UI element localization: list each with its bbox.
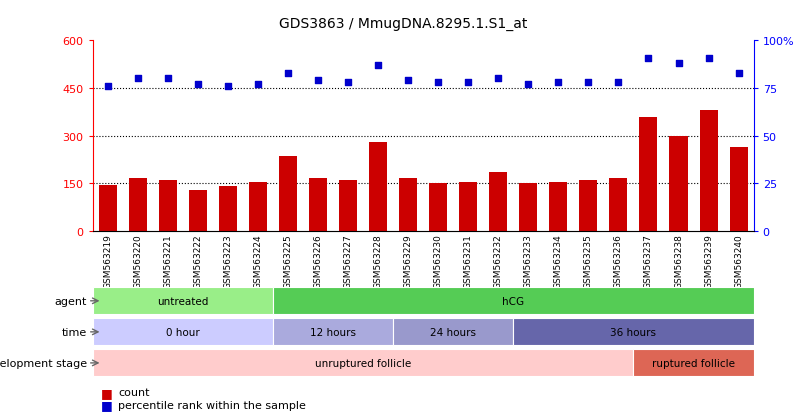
Point [312,78,325,85]
Bar [98,185,117,231]
Bar [369,142,387,231]
Point [222,83,235,90]
Bar [513,319,754,345]
Text: count: count [118,387,150,397]
Bar [729,147,748,231]
Text: hCG: hCG [502,296,525,306]
Bar [279,157,297,231]
Bar [459,182,477,231]
Bar [639,117,658,231]
Text: time: time [62,327,87,337]
Bar [249,182,267,231]
Point [432,80,445,86]
Bar [129,179,147,231]
Point [131,76,144,83]
Text: 24 hours: 24 hours [430,327,476,337]
Point [281,70,294,77]
Text: ruptured follicle: ruptured follicle [652,358,735,368]
Text: untreated: untreated [157,296,209,306]
Text: 36 hours: 36 hours [610,327,656,337]
Text: ■: ■ [101,386,117,399]
Text: GDS3863 / MmugDNA.8295.1.S1_at: GDS3863 / MmugDNA.8295.1.S1_at [279,17,527,31]
Point [191,82,204,88]
Text: percentile rank within the sample: percentile rank within the sample [118,400,306,410]
Bar [519,184,538,231]
Bar [219,187,237,231]
Bar [189,190,207,231]
Bar [550,182,567,231]
Bar [309,179,327,231]
Point [582,80,595,86]
Point [462,80,475,86]
Text: unruptured follicle: unruptured follicle [315,358,411,368]
Point [161,76,174,83]
Bar [273,288,754,314]
Bar [489,173,507,231]
Bar [670,136,688,231]
Bar [159,180,177,231]
Text: ■: ■ [101,398,117,411]
Bar [93,288,273,314]
Point [372,63,384,69]
Point [702,55,715,62]
Point [552,80,565,86]
Point [401,78,414,85]
Bar [580,180,597,231]
Bar [429,184,447,231]
Point [492,76,505,83]
Point [732,70,745,77]
Text: 12 hours: 12 hours [310,327,356,337]
Bar [339,180,357,231]
Point [251,82,264,88]
Point [642,55,655,62]
Bar [609,179,627,231]
Bar [700,111,717,231]
Point [521,82,534,88]
Bar [93,319,273,345]
Bar [393,319,513,345]
Bar [399,179,418,231]
Text: agent: agent [55,296,87,306]
Text: 0 hour: 0 hour [166,327,200,337]
Point [672,61,685,67]
Point [612,80,625,86]
Bar [93,350,634,376]
Text: development stage: development stage [0,358,87,368]
Point [342,80,355,86]
Bar [634,350,754,376]
Point [102,83,114,90]
Bar [273,319,393,345]
